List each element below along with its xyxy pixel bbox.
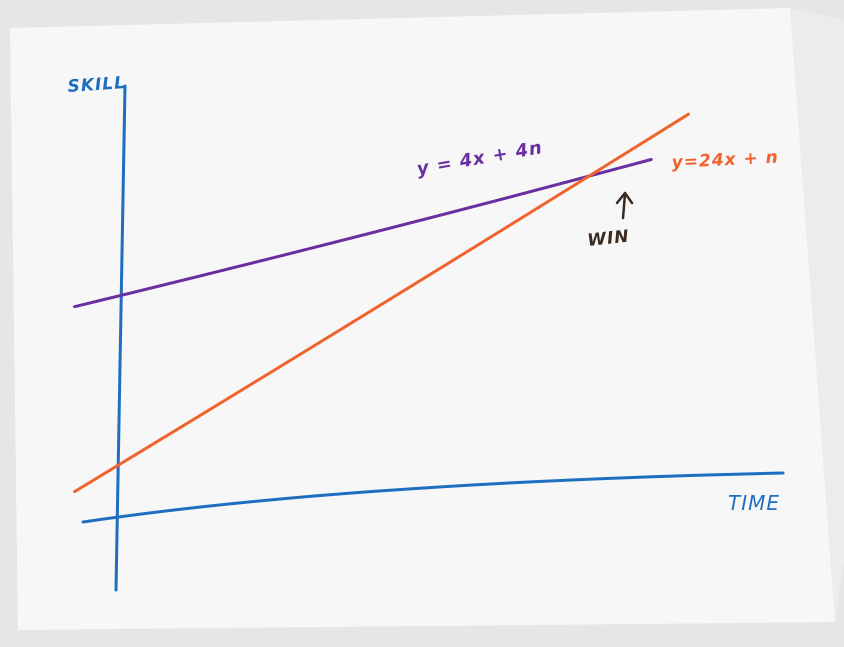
win-arrow-shaft <box>621 192 627 220</box>
win-arrow-head <box>615 191 634 205</box>
y-axis-label: SKILL <box>67 73 127 97</box>
win-annotation: WIN <box>586 191 634 251</box>
series-line-1 <box>73 112 690 494</box>
paper-sheet <box>10 8 835 630</box>
x-axis-label: TIME <box>728 491 780 515</box>
win-label: WIN <box>586 227 630 251</box>
paper-sheet-back <box>790 8 844 622</box>
series-line-0 <box>73 158 653 309</box>
x-axis <box>81 471 785 524</box>
y-axis <box>114 84 127 592</box>
